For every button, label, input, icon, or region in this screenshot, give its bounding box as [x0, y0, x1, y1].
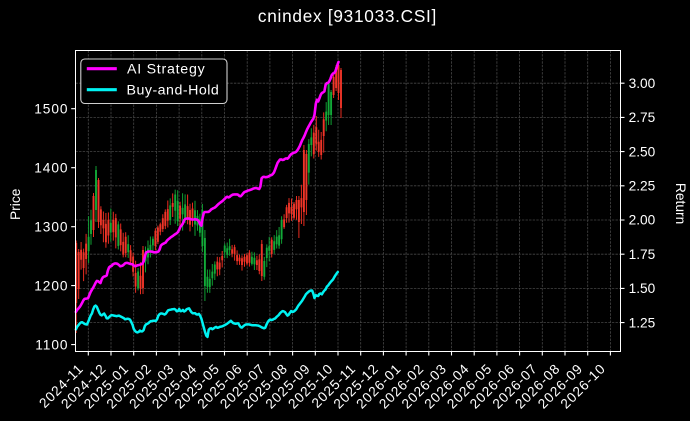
svg-text:2.25: 2.25 [629, 179, 656, 194]
svg-text:Return: Return [673, 183, 688, 224]
svg-text:Price: Price [8, 188, 23, 220]
svg-text:1.25: 1.25 [629, 315, 656, 330]
svg-text:Buy-and-Hold: Buy-and-Hold [127, 83, 220, 99]
svg-text:1500: 1500 [34, 101, 68, 116]
svg-text:2.75: 2.75 [629, 110, 656, 125]
svg-text:AI Strategy: AI Strategy [127, 62, 206, 78]
svg-text:1.50: 1.50 [629, 281, 656, 296]
svg-text:1200: 1200 [34, 278, 68, 293]
svg-text:2.50: 2.50 [629, 144, 656, 159]
svg-text:1100: 1100 [35, 337, 68, 352]
svg-text:cnindex [931033.CSI]: cnindex [931033.CSI] [258, 6, 437, 26]
svg-text:1.75: 1.75 [629, 247, 656, 262]
svg-text:2.00: 2.00 [629, 213, 656, 228]
svg-text:1300: 1300 [34, 219, 68, 234]
svg-text:1400: 1400 [34, 160, 68, 175]
svg-text:3.00: 3.00 [629, 76, 656, 91]
